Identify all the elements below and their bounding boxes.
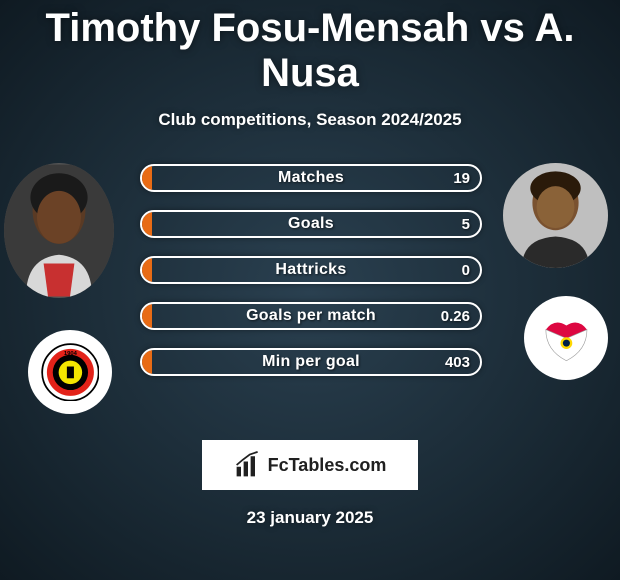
stat-row: Goals per match 0.26 [140,302,482,330]
brand-logo-icon [234,451,262,479]
stat-label: Goals [142,212,480,236]
stat-right-value: 0 [462,258,470,282]
comparison-panel: 1904 Matches 19 Goals 5 Hattricks [0,158,620,418]
stat-right-value: 403 [445,350,470,374]
stat-label: Hattricks [142,258,480,282]
stat-right-value: 0.26 [441,304,470,328]
stat-row: Matches 19 [140,164,482,192]
stat-row: Min per goal 403 [140,348,482,376]
date-text: 23 january 2025 [0,508,620,528]
subtitle: Club competitions, Season 2024/2025 [0,110,620,130]
stat-row: Hattricks 0 [140,256,482,284]
brand-box: FcTables.com [202,440,418,490]
stat-label: Matches [142,166,480,190]
stat-bars: Matches 19 Goals 5 Hattricks 0 Goals per… [140,164,482,394]
club-badge-left: 1904 [28,330,112,414]
player-left-avatar [4,163,114,298]
stat-right-value: 5 [462,212,470,236]
page-title: Timothy Fosu-Mensah vs A. Nusa [0,0,620,96]
stat-label: Min per goal [142,350,480,374]
stat-right-value: 19 [453,166,470,190]
club-badge-right [524,296,608,380]
svg-text:1904: 1904 [63,350,77,356]
player-right-avatar [503,163,608,268]
stat-label: Goals per match [142,304,480,328]
brand-text: FcTables.com [268,455,387,476]
stat-row: Goals 5 [140,210,482,238]
